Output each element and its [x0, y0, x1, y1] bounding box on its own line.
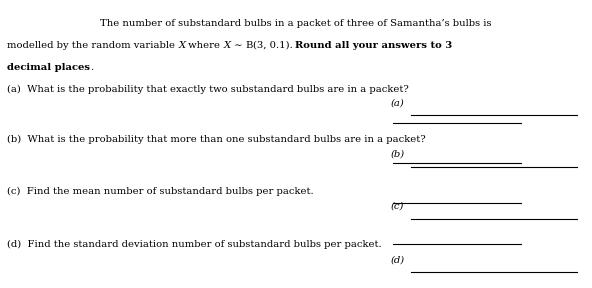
- Text: (a)  What is the probability that exactly two substandard bulbs are in a packet?: (a) What is the probability that exactly…: [7, 85, 409, 94]
- Text: X: X: [223, 41, 231, 50]
- Text: ∼: ∼: [231, 41, 245, 50]
- Text: (d)  Find the standard deviation number of substandard bulbs per packet.: (d) Find the standard deviation number o…: [7, 240, 382, 249]
- Text: (c)  Find the mean number of substandard bulbs per packet.: (c) Find the mean number of substandard …: [7, 187, 314, 196]
- Text: Round all your answers to 3: Round all your answers to 3: [295, 41, 453, 50]
- Text: (c): (c): [391, 202, 404, 211]
- Text: B: B: [245, 41, 253, 50]
- Text: (b)  What is the probability that more than one substandard bulbs are in a packe: (b) What is the probability that more th…: [7, 135, 426, 145]
- Text: where: where: [185, 41, 223, 50]
- Text: decimal places: decimal places: [7, 63, 90, 72]
- Text: (d): (d): [390, 255, 404, 264]
- Text: (a): (a): [391, 98, 404, 107]
- Text: (3, 0.1).: (3, 0.1).: [253, 41, 295, 50]
- Text: X: X: [178, 41, 185, 50]
- Text: modelled by the random variable: modelled by the random variable: [7, 41, 178, 50]
- Text: The number of substandard bulbs in a packet of three of Samantha’s bulbs is: The number of substandard bulbs in a pac…: [100, 19, 492, 28]
- Text: .: .: [90, 63, 93, 72]
- Text: (b): (b): [390, 150, 404, 159]
